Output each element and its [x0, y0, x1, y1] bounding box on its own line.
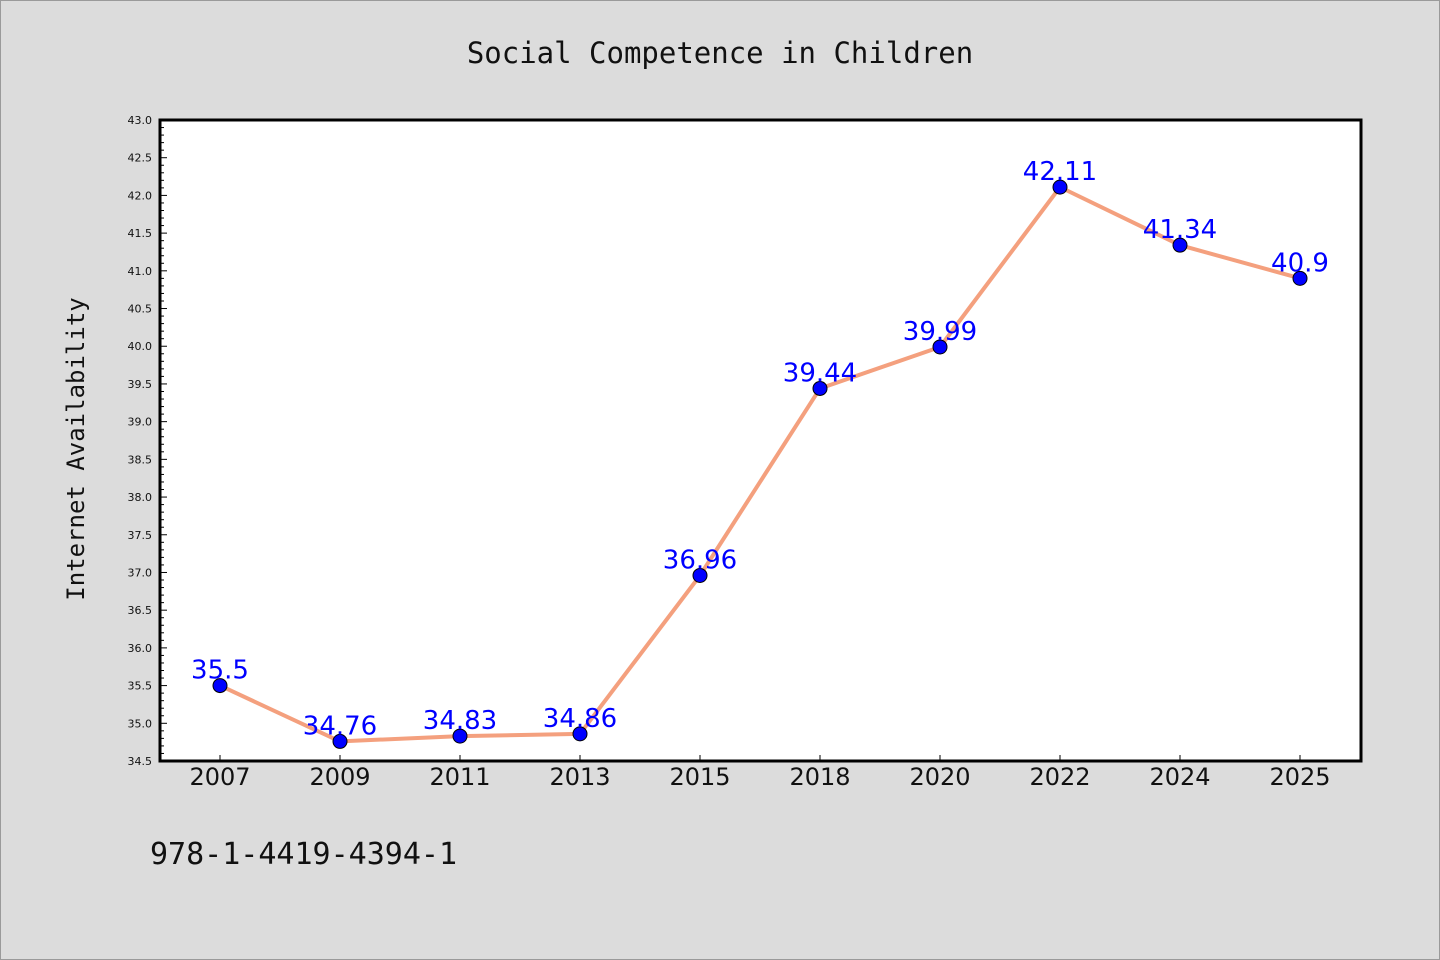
- data-label: 39.44: [783, 358, 857, 388]
- data-point-marker: [1052, 179, 1068, 195]
- x-tick-label: 2022: [1029, 763, 1090, 791]
- data-labels: 35.5 34.76 34.83 34.86 36.96 39.44 39.99 42.11 4…: [191, 157, 1329, 741]
- y-tick-label: 39.5: [128, 378, 153, 391]
- data-points: [212, 179, 1308, 749]
- y-tick-label: 34.5: [128, 755, 153, 768]
- data-point-marker: [1292, 270, 1308, 286]
- x-tick-label: 2024: [1149, 763, 1210, 791]
- x-tick-label: 2007: [189, 763, 250, 791]
- y-tick-label: 43.0: [128, 114, 153, 127]
- data-label: 42.11: [1023, 157, 1097, 187]
- data-point-marker: [572, 726, 588, 742]
- data-label: 35.5: [191, 656, 249, 686]
- x-tick-label: 2018: [789, 763, 850, 791]
- y-tick-label: 36.5: [128, 604, 153, 617]
- y-axis-label: Internet Availability: [62, 297, 90, 600]
- y-tick-label: 37.0: [128, 566, 153, 579]
- data-point-marker: [332, 733, 348, 749]
- y-tick-label: 41.5: [128, 227, 153, 240]
- x-tick-label: 2020: [909, 763, 970, 791]
- y-tick-label: 40.5: [128, 303, 153, 316]
- data-point-marker: [452, 728, 468, 744]
- y-axis-ticks: 34.5 35.0 35.5 36.0 36.5 37.0 37.5 38.0 38.5 39.0…: [128, 114, 167, 768]
- data-label: 34.83: [423, 706, 497, 736]
- y-tick-label: 40.0: [128, 340, 153, 353]
- y-tick-label: 38.5: [128, 453, 153, 466]
- y-tick-label: 42.0: [128, 189, 153, 202]
- data-label: 34.86: [543, 704, 617, 734]
- data-label: 40.9: [1271, 248, 1329, 278]
- y-tick-label: 39.0: [128, 416, 153, 429]
- isbn-footer: 978-1-4419-4394-1: [150, 837, 457, 872]
- data-point-marker: [812, 380, 828, 396]
- data-label: 34.76: [303, 711, 377, 741]
- data-point-marker: [1172, 237, 1188, 253]
- data-label: 36.96: [663, 545, 737, 575]
- x-tick-label: 2025: [1269, 763, 1330, 791]
- x-tick-label: 2015: [669, 763, 730, 791]
- series-line-group: [218, 185, 1302, 744]
- data-label: 41.34: [1143, 215, 1217, 245]
- series-line: [218, 185, 1302, 744]
- data-point-marker: [212, 678, 228, 694]
- y-tick-label: 37.5: [128, 529, 153, 542]
- y-tick-label: 42.5: [128, 152, 153, 165]
- x-tick-label: 2011: [429, 763, 490, 791]
- chart-title: Social Competence in Children: [467, 36, 973, 70]
- plot-area: [158, 118, 1363, 763]
- data-label: 39.99: [903, 317, 977, 347]
- data-point-marker: [932, 339, 948, 355]
- data-point-marker: [692, 567, 708, 583]
- y-tick-label: 36.0: [128, 642, 153, 655]
- x-tick-label: 2013: [549, 763, 610, 791]
- y-tick-label: 35.5: [128, 680, 153, 693]
- x-tick-label: 2009: [309, 763, 370, 791]
- y-tick-label: 38.0: [128, 491, 153, 504]
- y-tick-label: 35.0: [128, 717, 153, 730]
- y-tick-label: 41.0: [128, 265, 153, 278]
- x-axis-ticks: 2007 2009 2011 2013 2015 2018 2020 2022 2024 2025: [189, 755, 1331, 791]
